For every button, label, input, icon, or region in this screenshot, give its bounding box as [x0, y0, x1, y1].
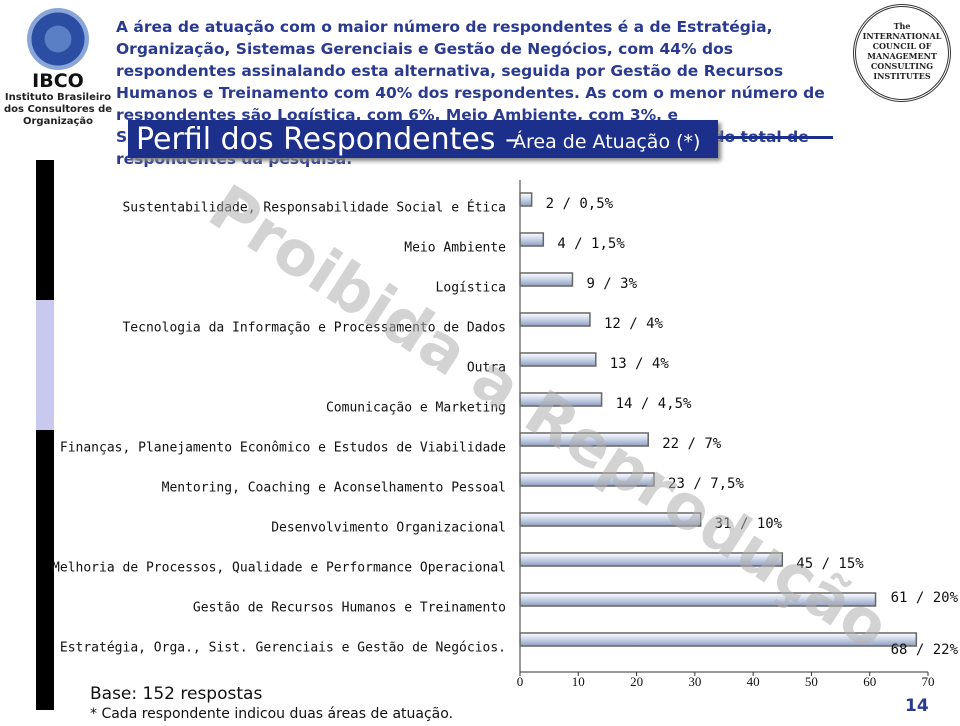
value-label: 12 / 4% — [604, 316, 664, 332]
logo: The INTERNATIONAL COUNCIL OF MANAGEMENT … — [853, 4, 951, 102]
value-label: 61 / 20% — [891, 590, 959, 606]
logo-mark — [27, 8, 89, 70]
logo-name: IBCO — [32, 70, 84, 92]
base-note: Base: 152 respostas — [90, 684, 263, 704]
footnote: * Cada respondente indicou duas áreas de… — [90, 706, 454, 722]
bar — [519, 472, 655, 487]
title-banner: Perfil dos Respondentes – Área de Atuaçã… — [128, 120, 718, 158]
page-number: 14 — [905, 696, 929, 716]
bar — [519, 632, 918, 647]
y-tick-label: Meio Ambiente — [404, 241, 506, 256]
value-label: 4 / 1,5% — [557, 236, 625, 252]
bar — [519, 512, 702, 527]
value-label: 68 / 22% — [891, 642, 959, 658]
y-tick-label: Mentoring, Coaching e Aconselhamento Pes… — [162, 481, 506, 496]
y-tick-label: Logística — [436, 281, 506, 296]
bar — [519, 552, 784, 567]
x-tick-label: 40 — [747, 674, 760, 689]
chart-subtitle: Área de Atuação (*) — [513, 131, 701, 153]
x-tick-label: 20 — [630, 674, 643, 689]
value-label: 14 / 4,5% — [616, 396, 692, 412]
watermark: Proibida a Reprodução — [197, 170, 902, 664]
value-label: 2 / 0,5% — [546, 196, 614, 212]
bar — [519, 432, 649, 447]
bar — [519, 272, 574, 287]
y-tick-label: Estratégia, Orga., Sist. Gerenciais e Ge… — [60, 641, 506, 656]
bar — [519, 352, 597, 367]
logo: IBCO Instituto Brasileiro dos Consultore… — [2, 8, 114, 128]
decoration — [36, 160, 54, 300]
bar — [519, 192, 533, 207]
logo-subtitle: Instituto Brasileiro dos Consultores de … — [3, 92, 113, 127]
y-tick-label: Gestão de Recursos Humanos e Treinamento — [193, 601, 506, 616]
bar — [519, 312, 591, 327]
y-tick-label: Finanças, Planejamento Econômico e Estud… — [60, 441, 506, 456]
decoration — [36, 300, 54, 430]
x-tick-label: 50 — [805, 674, 818, 689]
value-label: 23 / 7,5% — [668, 476, 744, 492]
value-label: 31 / 10% — [715, 516, 783, 532]
bar — [519, 392, 603, 407]
decoration — [36, 430, 54, 710]
y-tick-label: Comunicação e Marketing — [326, 401, 506, 416]
value-label: 45 / 15% — [796, 556, 864, 572]
y-tick-label: Melhoria de Processos, Qualidade e Perfo… — [52, 561, 506, 576]
value-label: 22 / 7% — [662, 436, 722, 452]
y-tick-label: Desenvolvimento Organizacional — [271, 521, 506, 536]
x-tick-label: 60 — [863, 674, 876, 689]
value-label: 9 / 3% — [586, 276, 637, 292]
x-tick-label: 0 — [517, 674, 524, 689]
value-label: 13 / 4% — [610, 356, 670, 372]
decoration — [718, 136, 833, 139]
x-tick-label: 30 — [688, 674, 701, 689]
y-tick-label: Outra — [467, 361, 506, 376]
y-tick-label: Tecnologia da Informação e Processamento… — [122, 321, 506, 336]
x-tick-label: 70 — [922, 674, 935, 689]
bar — [519, 592, 877, 607]
chart-title: Perfil dos Respondentes – — [136, 122, 521, 157]
x-tick-label: 10 — [572, 674, 585, 689]
bar — [519, 232, 545, 247]
y-tick-label: Sustentabilidade, Responsabilidade Socia… — [122, 200, 506, 216]
